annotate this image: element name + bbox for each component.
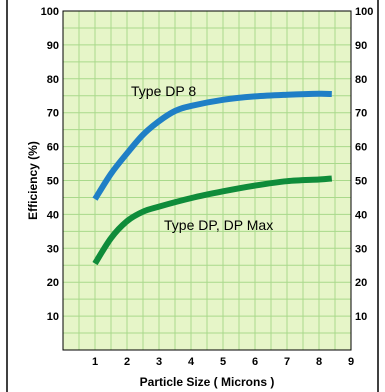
y-tick-label: 100 [41, 6, 59, 18]
x-tick-label: 8 [316, 356, 322, 368]
x-tick-label: 3 [156, 356, 162, 368]
series-label-2: Type DP, DP Max [164, 217, 273, 233]
y-tick-label: 60 [47, 142, 59, 154]
y-tick-label: 20 [47, 277, 59, 289]
y-axis-label: Efficiency (%) [26, 141, 40, 220]
x-tick-label: 6 [252, 356, 258, 368]
series-lines [92, 90, 333, 266]
series-labels: Type DP 8 Type DP, DP Max [131, 83, 273, 233]
y-tick-label-right: 60 [355, 142, 367, 154]
y-tick-label: 80 [47, 74, 59, 86]
series-line-1 [92, 90, 332, 201]
x-tick-label: 5 [220, 356, 226, 368]
y-tick-label-right: 10 [355, 311, 367, 323]
x-tick-label: 1 [92, 356, 98, 368]
y-tick-label-right: 20 [355, 277, 367, 289]
y-tick-label: 50 [47, 176, 59, 188]
series-line-2 [92, 175, 333, 266]
x-tick-label: 2 [124, 356, 130, 368]
plot-border [62, 10, 352, 351]
y-tick-label: 40 [47, 209, 59, 221]
x-axis-label: Particle Size ( Microns ) [140, 375, 275, 389]
y-tick-label-right: 80 [355, 74, 367, 86]
y-tick-label-right: 30 [355, 243, 367, 255]
y-tick-label: 30 [47, 243, 59, 255]
x-tick-label: 4 [188, 356, 195, 368]
x-tick-label: 7 [284, 356, 290, 368]
y-tick-label: 10 [47, 311, 59, 323]
y-tick-label: 90 [47, 40, 59, 52]
tick-labels: 10 20 30 40 50 60 70 80 90 100 10 20 30 40 50 60 70 80 90 1… [41, 6, 374, 368]
x-tick-label: 9 [348, 356, 354, 368]
y-tick-label: 70 [47, 108, 59, 120]
y-tick-label-right: 90 [355, 40, 367, 52]
y-tick-label-right: 40 [355, 209, 367, 221]
y-tick-label-right: 70 [355, 108, 367, 120]
y-tick-label-right: 50 [355, 176, 367, 188]
y-tick-label-right: 100 [355, 6, 373, 18]
series-label-1: Type DP 8 [131, 83, 196, 99]
